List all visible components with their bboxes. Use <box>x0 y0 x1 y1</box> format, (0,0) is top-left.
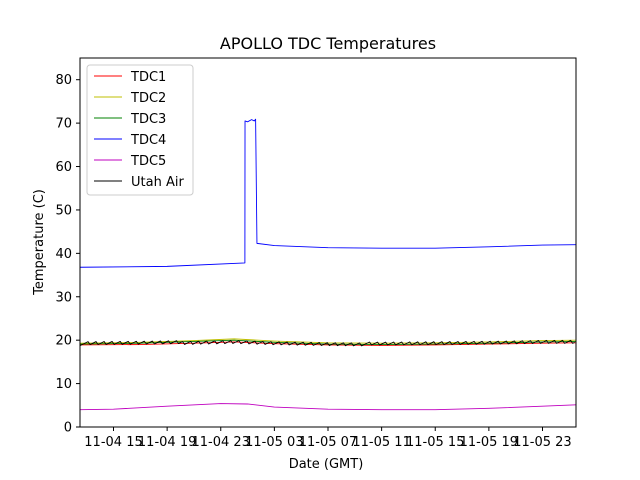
legend-label-tdc2: TDC2 <box>130 91 166 106</box>
x-tick-label: 11-05 03 <box>245 435 303 450</box>
y-tick-label: 80 <box>55 73 72 88</box>
legend-label-tdc3: TDC3 <box>130 112 166 127</box>
x-axis-label: Date (GMT) <box>289 457 364 472</box>
legend-label-tdc5: TDC5 <box>130 154 166 169</box>
y-tick-label: 50 <box>55 203 72 218</box>
y-axis-label: Temperature (C) <box>32 189 47 296</box>
legend-label-utah-air: Utah Air <box>131 175 184 190</box>
x-tick-label: 11-05 11 <box>352 435 410 450</box>
x-tick-label: 11-05 07 <box>299 435 357 450</box>
y-tick-label: 60 <box>55 160 72 175</box>
chart-title: APOLLO TDC Temperatures <box>220 34 436 53</box>
x-tick-label: 11-05 15 <box>406 435 464 450</box>
y-tick-label: 70 <box>55 117 72 132</box>
temperature-chart: 0 10 20 30 40 50 60 70 80 11-04 1511-04 1911-04 … <box>0 0 640 480</box>
y-tick-label: 0 <box>64 421 72 436</box>
y-tick-label: 20 <box>55 334 72 349</box>
x-tick-label: 11-05 23 <box>513 435 571 450</box>
x-tick-label: 11-04 19 <box>138 435 196 450</box>
y-tick-label: 30 <box>55 290 72 305</box>
x-tick-label: 11-04 15 <box>84 435 142 450</box>
x-tick-label: 11-04 23 <box>192 435 250 450</box>
legend-label-tdc4: TDC4 <box>130 133 166 148</box>
x-tick-label: 11-05 19 <box>460 435 518 450</box>
legend: TDC1 TDC2 TDC3 TDC4 TDC5 Utah Air <box>87 65 193 195</box>
legend-label-tdc1: TDC1 <box>130 70 166 85</box>
y-tick-label: 40 <box>55 247 72 262</box>
y-tick-label: 10 <box>55 377 72 392</box>
